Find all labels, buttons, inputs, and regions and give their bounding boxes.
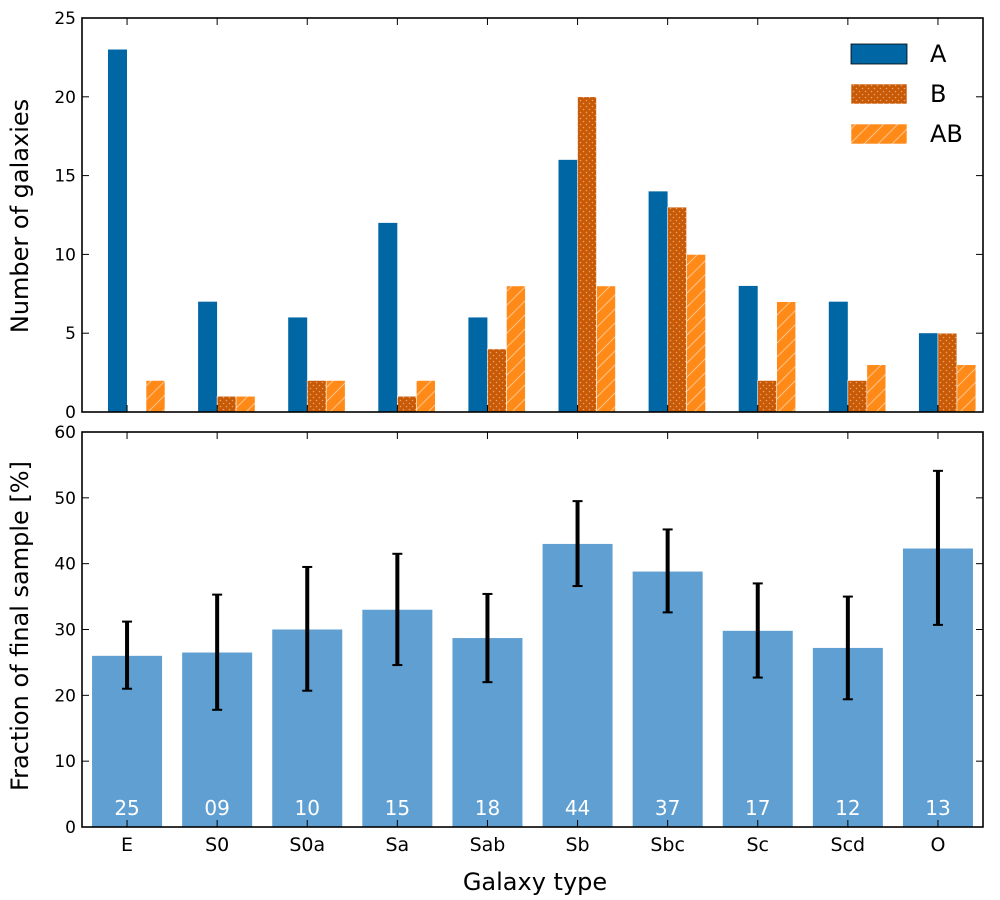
bar-A-Scd [828, 301, 848, 412]
bottom-chart-ylabel: Fraction of final sample [%] [6, 461, 34, 791]
top-chart-panel: 0 5 10 15 20 25 AB AB [54, 9, 984, 423]
top-ytick-label: 25 [54, 9, 76, 29]
xtick-label-Scd: Scd [831, 834, 866, 856]
xtick-label-S0a: S0a [289, 834, 325, 856]
bar-B-S0 [216, 395, 237, 413]
x-axis-label: Galaxy type [463, 868, 607, 896]
bar-AB-Sb [596, 285, 616, 413]
xtick-label-Sa: Sa [385, 834, 409, 856]
bar-AB-Scd [866, 364, 887, 413]
bar-B-Sab [487, 348, 507, 413]
bar-AB-S0a [325, 380, 346, 413]
top-ytick-label: 20 [54, 88, 76, 108]
bar-count-label: 15 [385, 796, 410, 820]
legend-label-B: B [930, 80, 946, 108]
bar-A-Sc [738, 285, 758, 412]
fraction-bar-Sb [542, 543, 613, 827]
bar-A-S0a [288, 317, 308, 412]
top-ytick-label: 10 [54, 245, 76, 265]
xtick-label-S0: S0 [205, 834, 229, 856]
bar-B-Scd [847, 380, 868, 413]
bar-count-label: 09 [204, 796, 229, 820]
bar-A-Sab [468, 317, 488, 412]
legend-label-A: A [930, 40, 947, 68]
legend-label-AB: AB [930, 120, 963, 148]
bar-AB-Sc [776, 301, 797, 413]
legend-swatch-B [850, 83, 908, 105]
bar-B-Sbc [667, 206, 687, 413]
bar-count-label: 25 [114, 796, 139, 820]
top-plot-frame [81, 17, 984, 413]
bar-B-Sa [396, 395, 417, 413]
bar-B-S0a [306, 380, 327, 413]
xtick-label-Sc: Sc [746, 834, 769, 856]
bar-count-label: 10 [295, 796, 320, 820]
bottom-ytick-label: 60 [54, 423, 76, 443]
bar-AB-S0 [235, 395, 256, 413]
bar-AB-Sbc [686, 254, 706, 413]
bar-AB-O [956, 364, 977, 413]
bar-A-Sbc [648, 191, 668, 412]
bar-AB-Sa [415, 380, 436, 413]
xtick-label-E: E [121, 834, 133, 856]
bottom-ytick-label: 40 [54, 555, 76, 575]
legend-swatch-A [850, 43, 908, 65]
bar-A-Sb [558, 159, 578, 412]
bar-A-E [108, 49, 127, 413]
bar-A-S0 [198, 301, 218, 412]
xtick-label-Sb: Sb [565, 834, 589, 856]
bar-count-label: 12 [835, 796, 860, 820]
top-chart-ylabel: Number of galaxies [6, 99, 34, 333]
top-ytick-label: 15 [54, 167, 76, 187]
bottom-ytick-label: 10 [54, 752, 76, 772]
bar-A-Sa [378, 222, 398, 412]
bottom-ytick-label: 0 [65, 818, 76, 838]
bar-count-label: 17 [745, 796, 770, 820]
legend-swatch-AB [850, 123, 908, 145]
bar-count-label: 13 [925, 796, 950, 820]
bottom-chart-panel: 25 09 10 15 18 44 37 17 12 13 0 10 20 30 40 50 60 E S0 S0a S… [54, 423, 984, 856]
xtick-label-O: O [930, 834, 945, 856]
top-ytick-label: 5 [65, 324, 76, 344]
bar-AB-Sab [506, 285, 526, 413]
bar-AB-E [145, 380, 166, 413]
top-chart-legend: AB AB [850, 40, 963, 148]
bar-B-O [937, 332, 958, 413]
bar-count-label: 18 [475, 796, 500, 820]
xtick-label-Sab: Sab [470, 834, 506, 856]
bar-B-Sb [577, 96, 597, 413]
bar-B-Sc [757, 380, 778, 413]
bar-count-label: 37 [655, 796, 680, 820]
xtick-label-Sbc: Sbc [650, 834, 685, 856]
fraction-bar-Sbc [632, 571, 703, 827]
bar-count-label: 44 [565, 796, 590, 820]
bottom-ytick-label: 20 [54, 686, 76, 706]
bottom-ytick-label: 30 [54, 621, 76, 641]
bottom-ytick-label: 50 [54, 489, 76, 509]
top-ytick-label: 0 [65, 403, 76, 423]
bar-A-O [918, 333, 938, 412]
